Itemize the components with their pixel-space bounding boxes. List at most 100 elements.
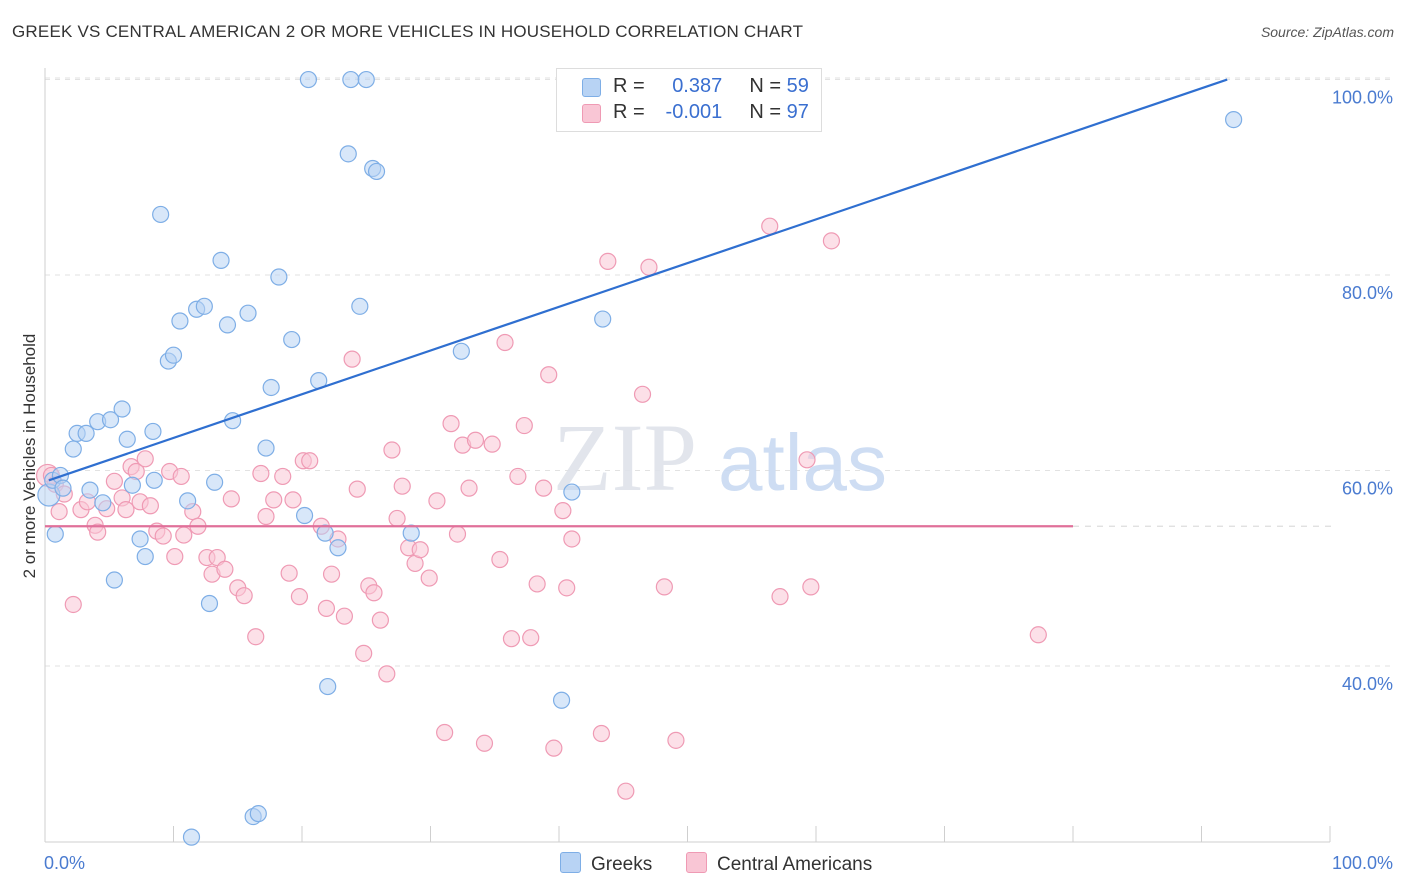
- greeks-point: [131, 530, 149, 548]
- central-americans-point: [290, 588, 309, 606]
- central-americans-point: [284, 491, 302, 509]
- greeks-point: [77, 424, 95, 443]
- central-americans-point: [378, 665, 396, 683]
- greeks-point: [563, 483, 581, 501]
- greeks-point: [105, 571, 123, 589]
- greeks-point: [299, 70, 318, 89]
- central-americans-point: [475, 734, 494, 752]
- legend-r-label: R =: [613, 75, 645, 97]
- greeks-point: [1225, 111, 1243, 129]
- greeks-point: [145, 471, 163, 489]
- central-americans-point: [335, 607, 354, 625]
- bottom-legend-label-greeks: Greeks: [591, 854, 653, 875]
- central-americans-point: [534, 479, 553, 497]
- bottom-legend-label-central-americans: Central Americans: [717, 854, 873, 875]
- central-americans-point: [448, 525, 467, 543]
- greeks-point: [94, 494, 112, 512]
- greeks-points: [37, 70, 1243, 846]
- central-americans-point: [136, 450, 154, 468]
- central-americans-point: [365, 584, 383, 602]
- legend-r-central-americans: -0.001: [665, 101, 723, 123]
- central-americans-point: [166, 547, 184, 566]
- central-americans-point: [172, 467, 190, 486]
- central-americans-point: [528, 575, 546, 593]
- greeks-point: [179, 492, 197, 510]
- central-americans-point: [460, 479, 478, 497]
- greeks-point: [164, 346, 183, 364]
- trend-lines: [45, 78, 1335, 528]
- central-americans-point: [436, 723, 454, 742]
- legend-r-greeks: 0.387: [672, 75, 723, 97]
- central-americans-point: [154, 527, 172, 545]
- greeks-trend-line: [48, 78, 1228, 482]
- greeks-point: [351, 297, 369, 315]
- greeks-point: [46, 525, 64, 543]
- central-americans-point: [301, 452, 319, 470]
- bottom-legend-central-americans: Central Americans: [686, 852, 872, 876]
- central-americans-point: [667, 731, 685, 749]
- bottom-legend-greeks: Greeks: [560, 852, 652, 876]
- central-americans-point: [771, 588, 789, 606]
- source-credit: Source: ZipAtlas.com: [1260, 24, 1394, 40]
- central-americans-point: [411, 541, 429, 559]
- x-tick-label: 0.0%: [44, 853, 85, 873]
- y-tick-label: 40.0%: [1342, 674, 1393, 694]
- grid-lines: [45, 77, 1392, 667]
- central-americans-point: [235, 587, 253, 605]
- bottom-legend-swatch-central-americans: [686, 852, 707, 873]
- central-americans-point: [442, 415, 460, 433]
- greeks-point: [339, 145, 357, 163]
- central-americans-point: [175, 526, 193, 544]
- central-americans-point: [280, 564, 298, 582]
- legend-box: R = 0.387 N = 59 R = -0.001 N = 97: [556, 68, 822, 132]
- greeks-point: [200, 594, 219, 613]
- greeks-point: [452, 342, 470, 360]
- greeks-point: [101, 411, 120, 429]
- central-americans-point: [802, 578, 820, 596]
- central-americans-point: [592, 724, 611, 743]
- central-americans-point: [247, 628, 265, 646]
- central-americans-point: [466, 431, 485, 449]
- central-americans-point: [617, 782, 635, 800]
- tick-labels: 40.0% 60.0% 80.0% 100.0% 0.0% 100.0%: [44, 88, 1393, 873]
- greeks-point: [206, 473, 224, 491]
- greeks-point: [262, 378, 280, 397]
- central-americans-point: [50, 503, 68, 521]
- greeks-point: [81, 481, 99, 499]
- greeks-point: [329, 539, 347, 557]
- greeks-point: [144, 422, 162, 441]
- greeks-point: [152, 205, 170, 224]
- central-americans-point: [265, 491, 283, 509]
- greeks-point: [171, 312, 189, 330]
- central-americans-points: [35, 217, 1047, 800]
- greeks-point: [402, 524, 420, 542]
- central-americans-point: [355, 644, 373, 662]
- legend-r-label: R =: [613, 101, 645, 123]
- greeks-point: [54, 479, 72, 497]
- central-americans-point: [502, 630, 521, 648]
- central-americans-point: [89, 523, 107, 541]
- legend-swatch-central-americans: [582, 104, 601, 123]
- greeks-point: [367, 162, 386, 181]
- greeks-point: [319, 677, 337, 696]
- central-americans-point: [509, 467, 527, 486]
- greeks-point: [594, 310, 612, 328]
- greeks-point: [64, 440, 82, 458]
- central-americans-point: [522, 629, 540, 647]
- greeks-point: [136, 547, 154, 566]
- central-americans-point: [1029, 626, 1047, 644]
- greeks-point: [357, 70, 375, 89]
- greeks-point: [123, 476, 141, 494]
- central-americans-point: [420, 569, 438, 587]
- central-americans-point: [633, 385, 652, 403]
- greeks-point: [195, 297, 213, 315]
- greeks-point: [218, 316, 237, 334]
- central-americans-point: [554, 502, 572, 520]
- greeks-point: [295, 506, 314, 525]
- central-americans-point: [761, 217, 779, 235]
- legend-n-label: N =: [749, 101, 782, 123]
- central-americans-point: [222, 490, 240, 508]
- central-americans-point: [428, 492, 446, 510]
- central-americans-point: [515, 416, 533, 435]
- central-americans-point: [383, 441, 401, 459]
